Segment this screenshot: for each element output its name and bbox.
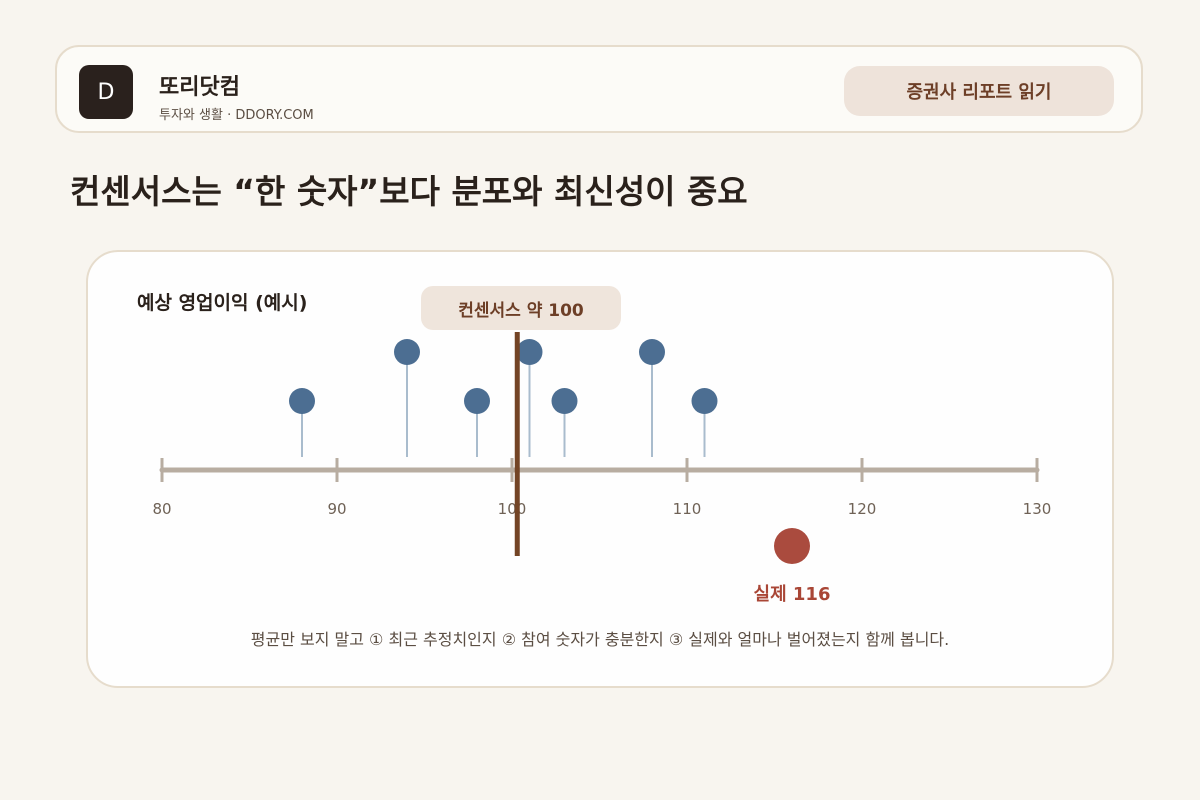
estimate-point	[551, 388, 578, 414]
tick-label: 90	[327, 500, 346, 518]
page-title: 컨센서스는 “한 숫자”보다 분포와 최신성이 중요	[70, 172, 748, 211]
read-broker-reports-button[interactable]: 증권사 리포트 읽기	[844, 66, 1114, 116]
site-header: D 또리닷컴 투자와 생활 · DDORY.COM 증권사 리포트 읽기	[55, 45, 1143, 133]
chart-label: 예상 영업이익 (예시)	[137, 292, 308, 314]
site-name[interactable]: 또리닷컴	[159, 75, 240, 100]
actual-label: 실제 116	[753, 584, 831, 605]
diagram-card: 예상 영업이익 (예시) 80 90 100 110 120 130 컨센서스 약 100…	[86, 250, 1114, 688]
tick-label: 110	[673, 500, 702, 518]
site-subtitle: 투자와 생활 · DDORY.COM	[159, 108, 314, 123]
estimate-point	[639, 339, 665, 365]
estimate-point	[289, 388, 315, 414]
estimate-distribution-diagram: 80 90 100 110 120 130	[152, 332, 1052, 564]
tick-label: 120	[848, 500, 877, 518]
caption: 평균만 보지 말고 ① 최근 추정치인지 ② 참여 숫자가 충분한지 ③ 실제와…	[250, 630, 950, 649]
site-logo[interactable]: D	[79, 65, 133, 119]
tick-label: 80	[152, 500, 171, 518]
actual-point	[774, 528, 810, 564]
consensus-tag: 컨센서스 약 100	[421, 286, 621, 330]
tick-label: 130	[1023, 500, 1052, 518]
estimate-point	[464, 388, 490, 414]
estimate-point	[691, 388, 718, 414]
tick-label: 100	[498, 500, 527, 518]
estimate-point	[516, 339, 543, 365]
logo-letter: D	[97, 79, 115, 105]
estimate-point	[394, 339, 420, 365]
